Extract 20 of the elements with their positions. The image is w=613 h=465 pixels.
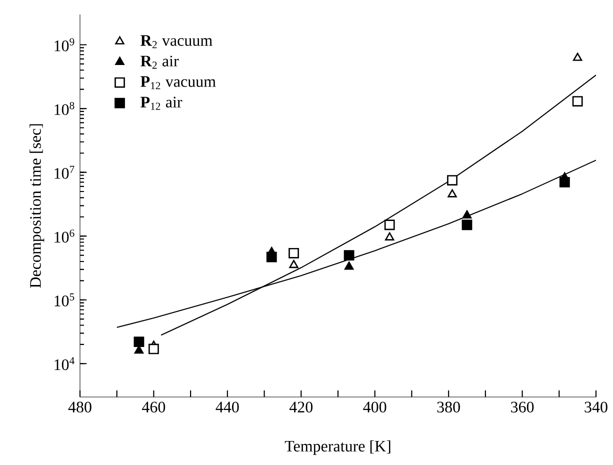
legend-label: P$_{12}$ vacuum — [140, 76, 216, 90]
y-tick-label: 10$^{6}$ — [54, 230, 74, 243]
x-tick-label: 380 — [437, 402, 460, 412]
legend-label: R$_{2}$ air — [140, 56, 179, 69]
legend-label: R$_{2}$ vacuum — [140, 35, 212, 48]
x-tick-label: 440 — [216, 402, 239, 412]
y-tick-label: 10$^{8}$ — [54, 102, 74, 116]
x-axis-title: Temperature [K] — [284, 440, 390, 455]
x-tick-label: 360 — [511, 402, 534, 412]
y-tick-label: 10$^{5}$ — [54, 293, 74, 306]
y-tick-label: 10$^{4}$ — [54, 357, 74, 370]
x-tick-label: 340 — [584, 402, 608, 412]
x-tick-label: 480 — [68, 402, 92, 412]
legend-label: P$_{12}$ air — [140, 96, 182, 110]
y-tick-label: 10$^{9}$ — [54, 38, 74, 52]
x-tick-label: 460 — [142, 402, 166, 412]
y-tick-label: 10$^{7}$ — [54, 166, 74, 179]
x-tick-label: 420 — [289, 402, 313, 412]
y-axis-title: Decomposition time [sec] — [30, 124, 44, 288]
x-tick-label: 400 — [363, 402, 386, 412]
